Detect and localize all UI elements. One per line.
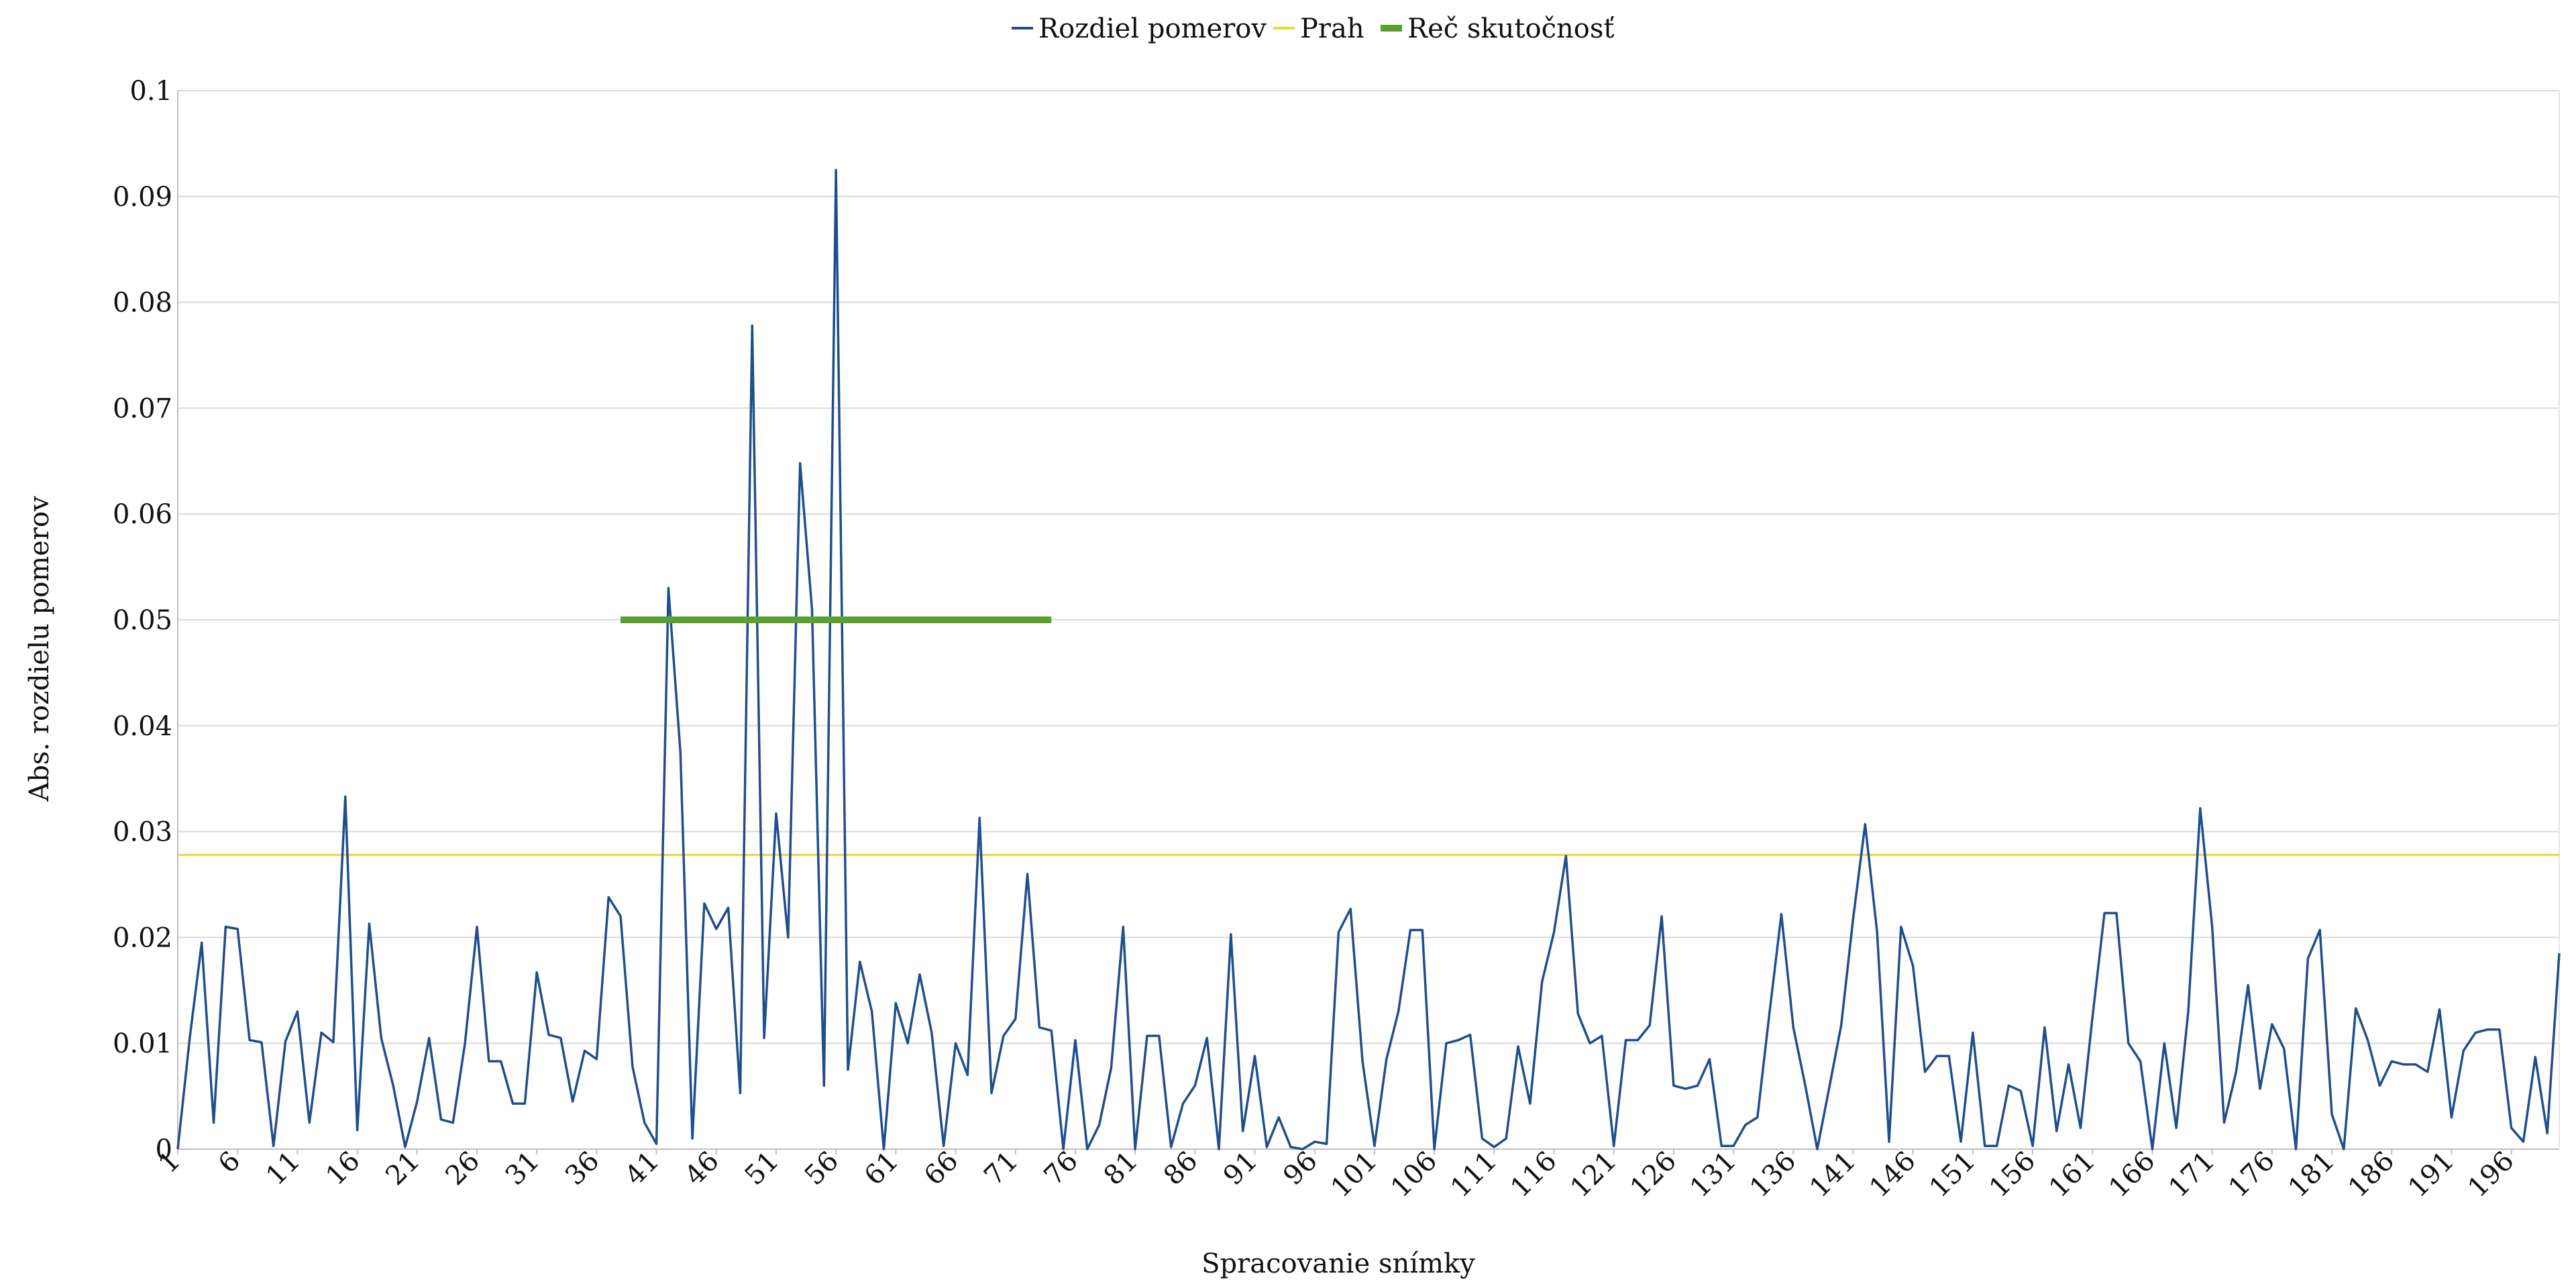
x-tick-label: 91: [1218, 1146, 1264, 1192]
x-tick-labels: 1 6 11 16 21 26 31 36 41 46 51 56 61 66 71 76 81 86 91 96 10…: [153, 1146, 2520, 1204]
y-tick-label: 0.08: [113, 288, 172, 319]
x-tick-label: 71: [978, 1146, 1024, 1192]
legend: Rozdiel pomerov Prah Reč skutočnosť: [1012, 13, 1614, 44]
x-tick-label: 46: [679, 1146, 725, 1192]
axes: [177, 91, 2560, 1155]
legend-label: Rozdiel pomerov: [1038, 13, 1267, 44]
x-tick-label: 11: [260, 1146, 307, 1192]
x-tick-label: 56: [799, 1146, 845, 1192]
x-tick-label: 16: [320, 1146, 366, 1192]
x-tick-label: 96: [1277, 1146, 1324, 1192]
y-tick-label: 0.05: [113, 605, 172, 636]
y-tick-labels: 0 0.01 0.02 0.03 0.04 0.05 0.06 0.07 0.08 0.09 0.1: [113, 76, 172, 1165]
y-tick-label: 0.01: [113, 1028, 172, 1059]
series-line-rozdiel-pomerov: [176, 168, 2561, 1150]
x-tick-label: 41: [619, 1146, 665, 1192]
series-lines: [176, 168, 2561, 1150]
x-tick-label: 61: [859, 1146, 905, 1192]
y-tick-label: 0.02: [113, 922, 172, 953]
x-tick-label: 51: [739, 1146, 786, 1192]
y-tick-label: 0.1: [129, 76, 172, 107]
x-tick-label: 66: [918, 1146, 965, 1192]
x-tick-label: 81: [1098, 1146, 1144, 1192]
x-tick-label: 21: [380, 1146, 426, 1192]
x-tick-label: 86: [1158, 1146, 1204, 1192]
x-tick-label: 31: [500, 1146, 546, 1192]
legend-label: Reč skutočnosť: [1407, 13, 1614, 44]
x-axis-title: Spracovanie snímky: [1201, 1248, 1475, 1279]
y-tick-label: 0.07: [113, 393, 172, 424]
legend-label: Prah: [1300, 13, 1364, 44]
x-tick-label: 36: [559, 1146, 606, 1192]
y-tick-label: 0: [156, 1134, 172, 1165]
x-tick-label: 6: [213, 1146, 247, 1180]
x-tick-label: 76: [1038, 1146, 1084, 1192]
y-tick-label: 0.09: [113, 182, 172, 213]
y-tick-label: 0.03: [113, 817, 172, 848]
y-axis-title: Abs. rozdielu pomerov: [24, 496, 55, 802]
y-tick-label: 0.06: [113, 499, 172, 530]
y-tick-label: 0.04: [113, 711, 172, 742]
grid-lines: [178, 90, 2559, 1044]
x-tick-label: 26: [440, 1146, 486, 1192]
